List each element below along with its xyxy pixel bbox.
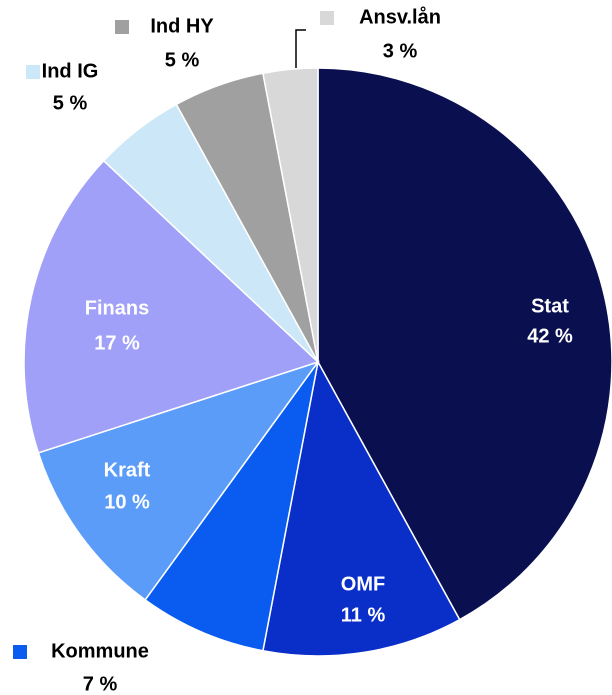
value-label: 5 % [165, 49, 200, 71]
category-label: Stat [531, 295, 569, 317]
pie-slice [23, 159, 320, 454]
category-label: Finans [85, 297, 149, 319]
legend-marker [13, 645, 27, 659]
pie-slice [37, 360, 320, 601]
category-label: OMF [341, 573, 385, 595]
pie-slice [144, 361, 319, 652]
value-label: 11 % [341, 604, 386, 626]
category-label: Ind IG [42, 60, 99, 82]
value-label: 17 % [94, 332, 140, 354]
category-label: Ind HY [150, 15, 214, 37]
category-label: Ansv.lån [359, 5, 441, 28]
value-label: 3 % [383, 40, 418, 62]
category-label: Kraft [104, 459, 151, 481]
value-label: 42 % [527, 325, 573, 347]
value-label: 10 % [104, 491, 150, 513]
value-label: 7 % [83, 673, 118, 695]
legend-marker [115, 20, 129, 34]
legend-marker [26, 65, 40, 79]
leader-line [295, 29, 306, 68]
category-label: Kommune [51, 640, 149, 662]
pie-slice [317, 67, 612, 621]
pie-slice [262, 67, 319, 363]
value-label: 5 % [53, 92, 88, 114]
legend-marker [320, 11, 334, 25]
pie-slice [262, 359, 461, 657]
